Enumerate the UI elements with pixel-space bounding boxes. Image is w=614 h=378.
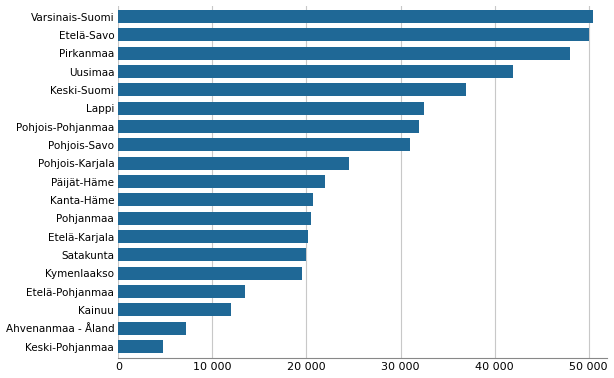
Bar — [119, 304, 231, 316]
Bar — [119, 194, 313, 206]
Bar — [119, 212, 311, 225]
Bar — [119, 28, 589, 41]
Bar — [119, 138, 410, 151]
Bar — [119, 248, 306, 261]
Bar — [119, 285, 246, 298]
Bar — [119, 120, 419, 133]
Bar — [119, 157, 349, 170]
Bar — [119, 175, 325, 188]
Bar — [119, 340, 163, 353]
Bar — [119, 322, 186, 335]
Bar — [119, 230, 308, 243]
Bar — [119, 267, 301, 280]
Bar — [119, 65, 513, 78]
Bar — [119, 84, 467, 96]
Bar — [119, 102, 424, 115]
Bar — [119, 47, 570, 60]
Bar — [119, 10, 593, 23]
